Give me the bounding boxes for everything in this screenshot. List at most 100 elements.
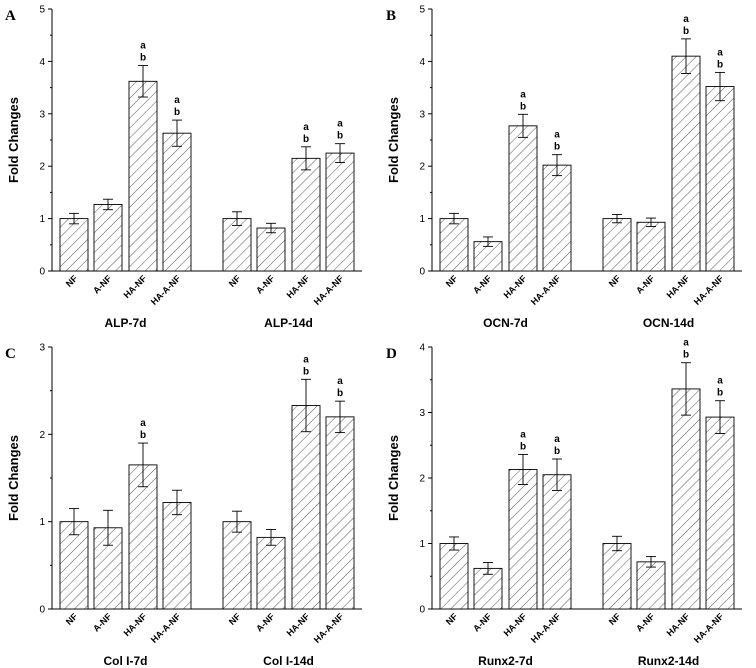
bar-ha-a-nf (325, 416, 355, 610)
group-label: Col I-14d (263, 654, 314, 668)
significance-letter: a (520, 429, 526, 440)
category-label: NF (444, 273, 460, 289)
bar-ha-a-nf (162, 132, 192, 272)
bar-ha-a-nf (705, 86, 735, 272)
bar-a-nf (93, 204, 123, 272)
significance-letter: a (717, 47, 723, 58)
significance-letter: a (337, 376, 343, 387)
bar-ha-nf (128, 464, 158, 610)
significance-letter: b (554, 142, 560, 153)
category-label: HA-NF (122, 273, 149, 300)
category-label: HA-NF (285, 273, 312, 300)
y-tick-label: 2 (419, 162, 425, 173)
group-label: Col I-7d (104, 654, 148, 668)
category-label: HA-NF (502, 611, 529, 638)
significance-letter: b (303, 134, 309, 145)
bar-ha-nf (508, 469, 538, 610)
group-label: Runx2-14d (638, 654, 699, 668)
y-tick-label: 1 (419, 214, 425, 225)
category-label: HA-A-NF (149, 611, 183, 645)
category-label: HA-NF (285, 611, 312, 638)
significance-letter: b (717, 388, 723, 399)
y-tick-label: 2 (419, 474, 425, 485)
bar-a-nf (256, 227, 286, 272)
category-label: A-NF (91, 273, 114, 296)
group-label: ALP-14d (264, 316, 313, 330)
bar-ha-nf (128, 80, 158, 272)
y-tick-label: 5 (39, 5, 45, 16)
y-tick-label: 0 (39, 605, 45, 616)
bar-ha-a-nf (325, 152, 355, 272)
bar-ha-nf (291, 157, 321, 272)
significance-letter: a (303, 354, 309, 365)
category-label: NF (227, 273, 243, 289)
significance-letter: b (520, 101, 526, 112)
bar-ha-nf (508, 125, 538, 272)
category-label: NF (64, 611, 80, 627)
bar-a-nf (636, 561, 666, 610)
category-label: HA-NF (665, 611, 692, 638)
significance-letter: a (717, 376, 723, 387)
significance-letter: b (683, 26, 689, 37)
category-label: A-NF (471, 273, 494, 296)
y-axis-title: Fold Changes (386, 435, 401, 521)
panel-letter: D (386, 346, 397, 362)
bar-ha-a-nf (542, 474, 572, 610)
category-label: HA-NF (665, 273, 692, 300)
y-tick-label: 3 (419, 109, 425, 120)
significance-letter: a (683, 338, 689, 349)
category-label: NF (64, 273, 80, 289)
bar-ha-a-nf (542, 164, 572, 272)
bar-ha-a-nf (162, 502, 192, 610)
y-tick-label: 4 (39, 57, 45, 68)
category-label: HA-A-NF (312, 611, 346, 645)
y-tick-label: 3 (39, 343, 45, 354)
y-axis-title: Fold Changes (386, 97, 401, 183)
bar-ha-a-nf (705, 416, 735, 610)
bar-nf (222, 218, 252, 272)
category-label: HA-A-NF (529, 273, 563, 307)
category-label: HA-A-NF (312, 273, 346, 307)
y-tick-label: 5 (419, 5, 425, 16)
y-axis-title: Fold Changes (6, 97, 21, 183)
bar-a-nf (636, 221, 666, 272)
group-label: OCN-14d (643, 316, 694, 330)
category-label: HA-NF (122, 611, 149, 638)
category-label: A-NF (91, 611, 114, 634)
y-tick-label: 0 (419, 267, 425, 278)
significance-letter: b (683, 350, 689, 361)
category-label: A-NF (254, 611, 277, 634)
panel-letter: B (386, 8, 396, 24)
y-tick-label: 2 (39, 430, 45, 441)
category-label: HA-A-NF (529, 611, 563, 645)
significance-letter: a (337, 119, 343, 130)
significance-letter: b (554, 446, 560, 457)
y-tick-label: 3 (419, 408, 425, 419)
category-label: NF (607, 611, 623, 627)
y-tick-label: 1 (419, 539, 425, 550)
y-tick-label: 4 (419, 343, 425, 354)
significance-letter: a (554, 130, 560, 141)
category-label: NF (227, 611, 243, 627)
category-label: NF (607, 273, 623, 289)
bar-nf (222, 521, 252, 610)
bar-nf (59, 218, 89, 272)
category-label: HA-NF (502, 273, 529, 300)
significance-letter: b (174, 107, 180, 118)
significance-letter: a (554, 434, 560, 445)
y-tick-label: 0 (419, 605, 425, 616)
category-label: HA-A-NF (692, 273, 726, 307)
bar-ha-nf (671, 55, 701, 272)
significance-letter: b (140, 430, 146, 441)
significance-letter: b (520, 441, 526, 452)
category-label: HA-A-NF (149, 273, 183, 307)
significance-letter: a (140, 418, 146, 429)
y-axis-title: Fold Changes (6, 435, 21, 521)
significance-letter: a (303, 122, 309, 133)
category-label: A-NF (634, 273, 657, 296)
panel-letter: C (5, 346, 16, 362)
